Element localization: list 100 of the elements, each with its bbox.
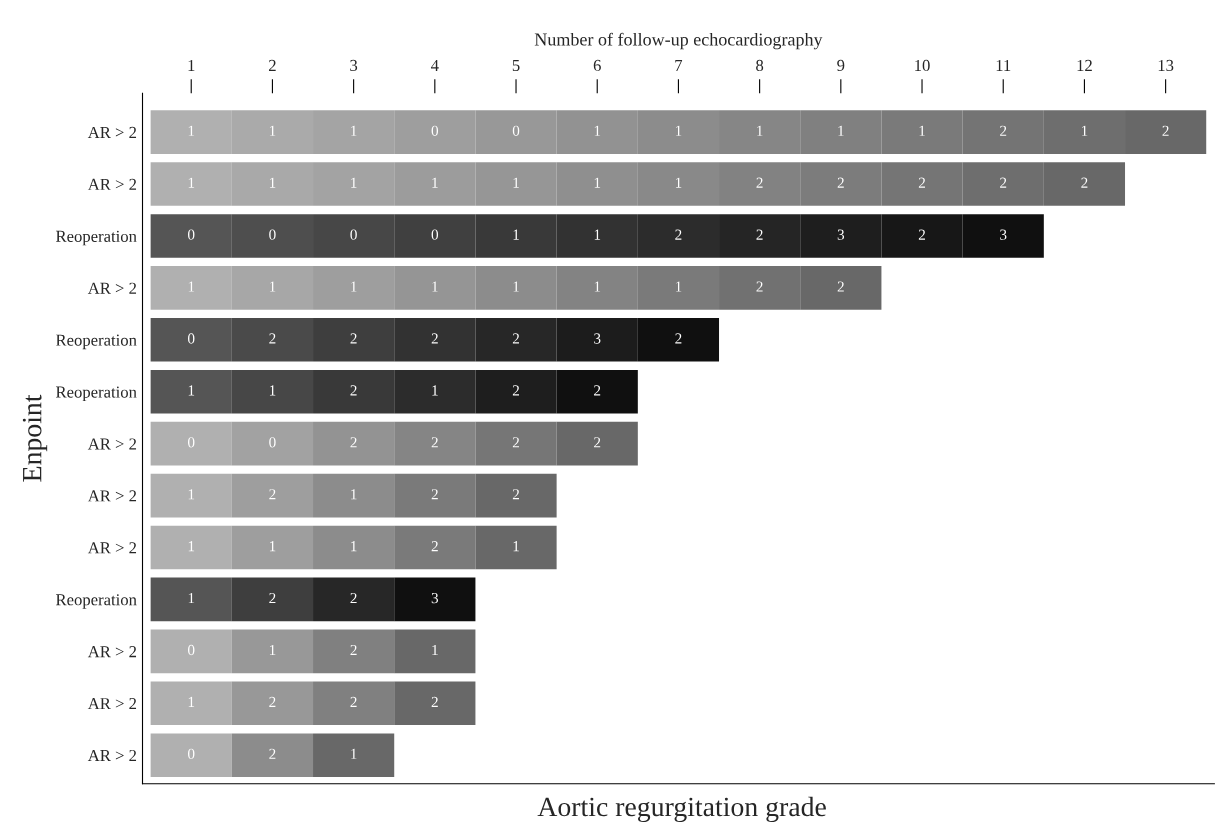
x-tick-label: 4 [430, 59, 439, 71]
y-tick-label: AR > 2 [87, 438, 137, 450]
data-label: 2 [431, 333, 438, 344]
data-label: 1 [188, 593, 195, 604]
data-label: 0 [269, 229, 276, 240]
data-label: 0 [187, 437, 195, 448]
data-label: 0 [269, 437, 276, 448]
x-tick-label: 12 [1077, 59, 1092, 71]
data-label: 2 [675, 333, 682, 344]
data-label: 1 [1081, 125, 1088, 136]
data-label: 1 [269, 385, 276, 396]
data-label: 1 [594, 177, 601, 188]
data-label: 2 [350, 437, 357, 448]
data-label: 2 [1000, 125, 1007, 136]
data-label: 0 [187, 333, 195, 344]
data-label: 2 [512, 333, 519, 344]
data-label: 1 [269, 644, 276, 656]
data-label: 1 [432, 177, 438, 188]
data-label: 0 [512, 125, 520, 136]
data-label: 1 [188, 541, 195, 552]
data-label: 0 [431, 229, 439, 240]
text: Aortic regurgitation grade [537, 796, 826, 823]
data-label: 1 [269, 177, 276, 188]
data-label: 1 [188, 177, 195, 188]
data-label: 1 [513, 177, 519, 188]
data-label: 1 [188, 489, 195, 500]
y-tick-label: AR > 2 [87, 490, 137, 502]
data-label: 2 [350, 696, 357, 707]
data-label: 1 [351, 125, 357, 136]
data-label: 1 [432, 644, 438, 656]
data-label: 2 [1081, 177, 1088, 188]
data-label: 3 [837, 229, 845, 240]
data-label: 1 [594, 125, 601, 136]
data-label: 1 [188, 385, 195, 396]
data-label: 1 [351, 489, 357, 500]
data-label: 2 [594, 437, 601, 448]
x-tick-label: 11 [996, 59, 1011, 71]
data-label: 1 [188, 696, 195, 707]
data-label: 2 [918, 177, 925, 188]
data-label: 1 [188, 281, 195, 292]
x-tick-label: 10 [915, 59, 930, 72]
data-label: 2 [269, 592, 276, 604]
data-label: 3 [594, 333, 601, 344]
data-label: 2 [431, 541, 438, 552]
data-label: 2 [1162, 125, 1169, 136]
data-label: 1 [351, 541, 357, 552]
data-label: 2 [1000, 177, 1007, 188]
y-tick-label: AR > 2 [87, 282, 137, 294]
x-tick-label: 7 [675, 59, 683, 71]
data-label: 2 [756, 281, 763, 292]
data-label: 2 [512, 489, 519, 500]
data-label: 2 [350, 385, 357, 396]
x-axis-title: Number of follow-up echocardiography [534, 32, 823, 50]
y-tick-label: AR > 2 [87, 646, 137, 658]
y-axis-title: Enpoint [22, 394, 48, 482]
y-tick-label: AR > 2 [87, 542, 137, 554]
data-label: 2 [756, 229, 763, 240]
x-tick-label: 6 [593, 59, 601, 72]
data-label: 0 [187, 748, 195, 760]
y-tick-label: AR > 2 [87, 698, 137, 710]
data-label: 2 [512, 385, 519, 396]
data-label: 2 [431, 437, 438, 448]
data-label: 1 [432, 281, 438, 292]
data-label: 1 [675, 177, 682, 188]
data-label: 2 [269, 696, 276, 707]
data-label: 1 [675, 281, 682, 292]
x-tick-label: 5 [512, 59, 520, 72]
x-tick-label: 3 [350, 59, 358, 72]
data-label: 1 [351, 748, 357, 759]
data-label: 1 [757, 125, 763, 136]
y-tick-label: AR > 2 [87, 749, 137, 761]
data-label: 1 [594, 229, 601, 240]
y-tick-label: Reoperation [55, 230, 137, 246]
data-label: 2 [918, 229, 925, 240]
data-label: 1 [594, 281, 601, 292]
data-label: 1 [269, 541, 276, 552]
data-label: 1 [838, 125, 844, 136]
x-tick-label: 1 [188, 59, 195, 71]
data-label: 0 [187, 644, 195, 656]
x-tick-label: 2 [268, 59, 276, 71]
data-label: 2 [350, 592, 357, 604]
data-label: 1 [269, 125, 276, 136]
data-label: 2 [350, 333, 357, 344]
data-label: 1 [188, 125, 195, 136]
data-label: 1 [432, 385, 438, 396]
data-label: 2 [269, 333, 276, 344]
data-label: 3 [431, 592, 439, 604]
data-label: 1 [675, 125, 682, 136]
data-label: 1 [351, 177, 357, 188]
x-tick-label: 13 [1158, 59, 1174, 72]
data-label: 2 [350, 644, 357, 656]
data-label: 2 [594, 385, 601, 396]
data-label: 2 [837, 177, 844, 188]
data-label: 1 [513, 541, 519, 552]
data-label: 3 [1000, 229, 1007, 240]
data-label: 2 [431, 696, 438, 707]
y-tick-label: AR > 2 [87, 126, 137, 138]
data-label: 2 [837, 281, 844, 292]
data-label: 2 [675, 229, 682, 240]
data-label: 2 [512, 437, 519, 448]
